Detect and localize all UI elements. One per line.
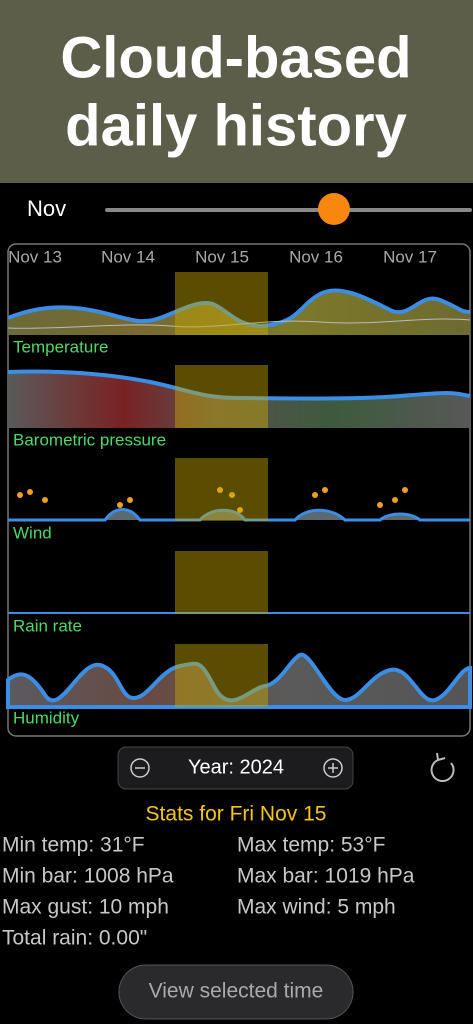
date-label: Nov 14	[101, 247, 155, 266]
refresh-button[interactable]	[430, 752, 455, 783]
view-button[interactable]	[118, 964, 354, 1020]
date-label: Nov 15	[195, 247, 249, 266]
panel-label: Humidity	[13, 708, 80, 727]
wind-arrows	[17, 487, 408, 513]
header-title: daily history	[65, 93, 407, 158]
plus-icon	[328, 763, 338, 773]
selection	[175, 272, 268, 707]
year-label: Year: 2024	[188, 756, 284, 778]
year-minus[interactable]	[130, 758, 150, 778]
panel-label: Barometric pressure	[13, 430, 166, 449]
month-label: Nov	[27, 196, 66, 221]
date-label: Nov 16	[289, 247, 343, 266]
temperature-line	[7, 288, 471, 328]
wind-line	[8, 508, 470, 522]
panel-label: Rain rate	[13, 616, 82, 635]
humidity-line	[6, 652, 472, 709]
stat: Max gust: 10 mph	[2, 896, 169, 919]
stats-title: Stats for Fri Nov 15	[146, 803, 327, 826]
header-title: Cloud-based	[60, 25, 411, 90]
stat: Total rain: 0.00"	[2, 927, 147, 950]
button-label: View selected time	[149, 980, 324, 1003]
pressure-line	[7, 369, 471, 401]
date-label: Nov 13	[8, 247, 62, 266]
header-bg	[0, 0, 473, 183]
date-label: Nov 17	[383, 247, 437, 266]
stat: Max bar: 1019 hPa	[237, 865, 415, 888]
stat: Max wind: 5 mph	[237, 896, 396, 919]
panel-label: Wind	[13, 523, 52, 542]
stat: Min bar: 1008 hPa	[2, 865, 174, 888]
stat: Max temp: 53°F	[237, 834, 385, 857]
panel-label: Temperature	[13, 337, 108, 356]
temperature-area	[8, 290, 470, 335]
chart-frame[interactable]	[7, 243, 471, 737]
stat: Min temp: 31°F	[2, 834, 145, 857]
year-control	[117, 746, 354, 790]
year-plus[interactable]	[323, 758, 343, 778]
dewpoint-line	[7, 318, 471, 329]
slider-knob[interactable]	[318, 193, 350, 225]
